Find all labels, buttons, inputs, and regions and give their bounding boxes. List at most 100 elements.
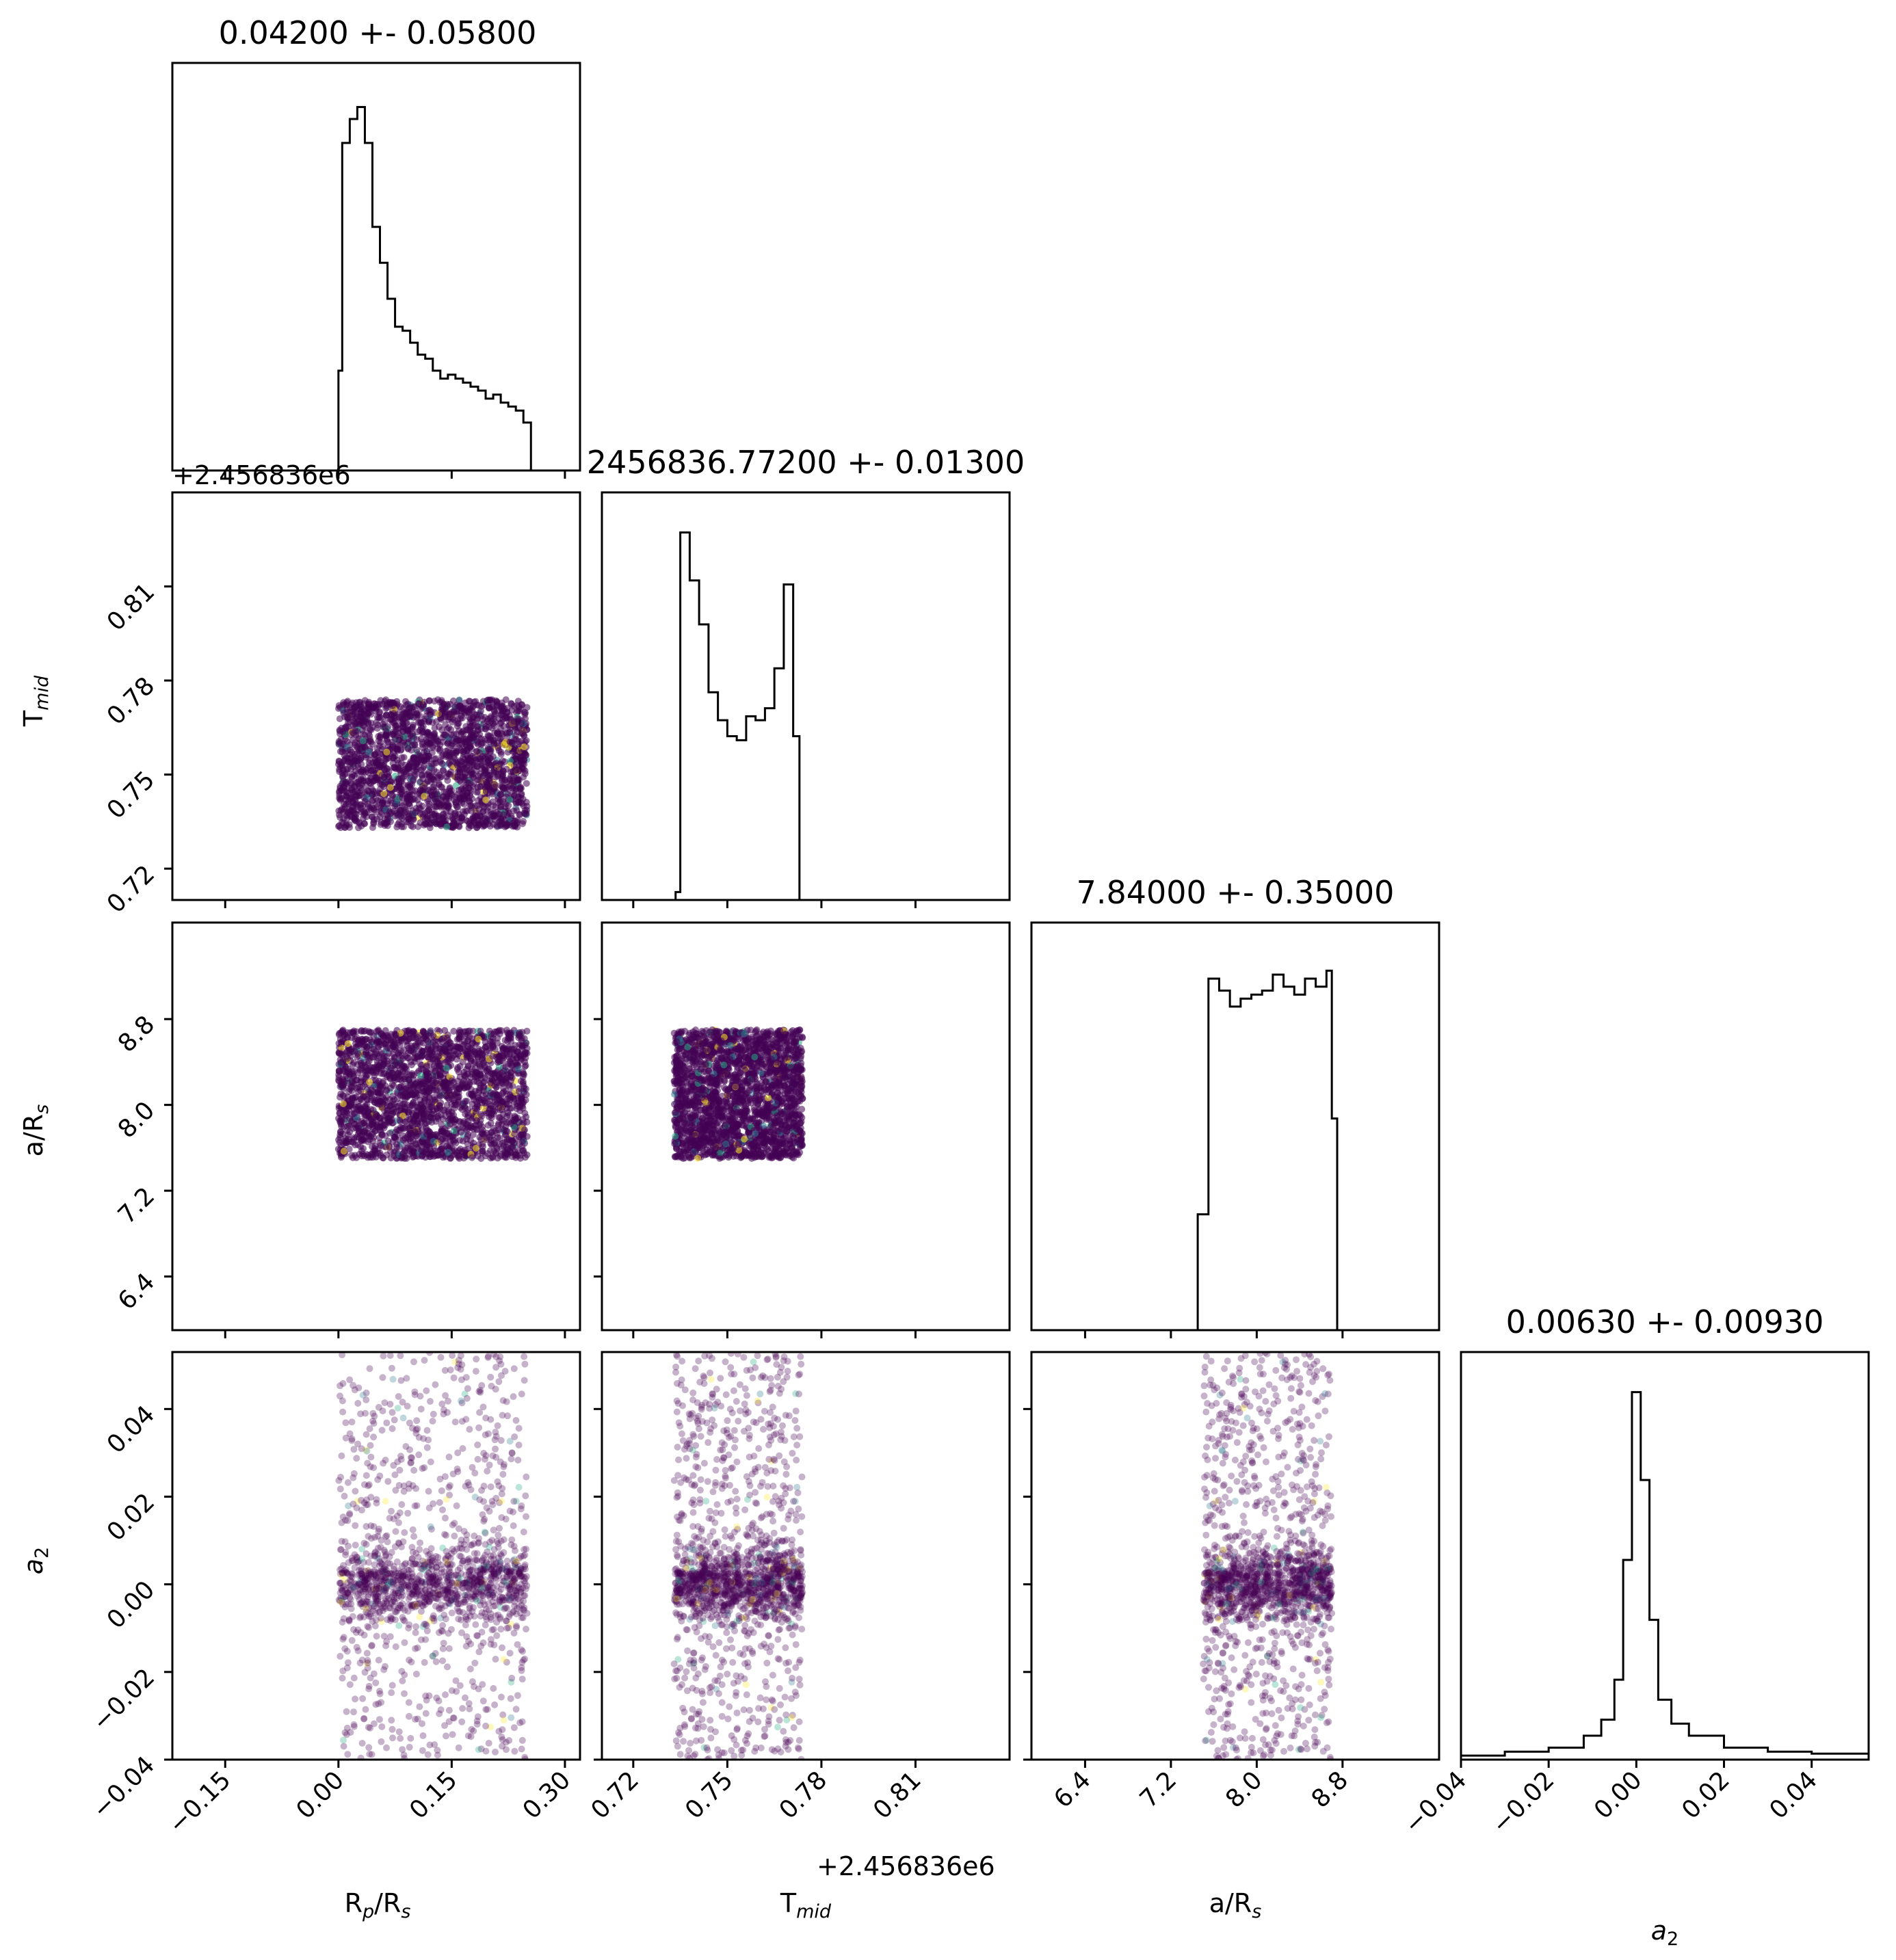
scatter-point [489,1052,497,1060]
scatter-point [392,1128,399,1136]
scatter-point [381,822,389,830]
scatter-point [382,728,390,735]
title-tmid: 2456836.77200 +- 0.01300 [587,444,1025,481]
scatter-point [473,1098,480,1105]
offset-text-top: +2.456836e6 [172,460,351,490]
scatter-point [408,1081,414,1089]
scatter-point [367,1106,375,1113]
scatter-point [480,1078,488,1085]
scatter-point [403,719,410,726]
scatter-point [408,1061,415,1069]
scatter-point [446,787,453,795]
scatter-point [419,1138,426,1145]
scatter-point [445,1094,452,1102]
scatter-point [440,767,447,774]
scatter-point [521,750,529,757]
scatter-point [461,795,469,802]
scatter-point [365,1113,372,1121]
scatter-point [405,1055,412,1062]
scatter-point [361,797,369,805]
scatter-point [457,1145,464,1153]
scatter-point [361,1122,369,1129]
scatter-point [383,1086,391,1094]
scatter-point [373,719,380,726]
scatter-point [389,1081,396,1088]
scatter-point [430,1142,438,1150]
scatter-point [352,779,360,786]
scatter-point [460,750,467,758]
scatter-point [491,1082,499,1089]
scatter-point [487,1089,495,1096]
scatter-point [465,824,473,832]
scatter-point [433,1105,440,1113]
scatter-point [359,737,367,745]
scatter-point [490,741,498,748]
scatter-point [404,728,412,735]
scatter-point [359,730,367,738]
scatter-point [355,1088,363,1096]
scatter-point [416,712,423,719]
scatter-point [451,703,459,711]
scatter-point [339,1091,347,1099]
scatter-point [462,1124,469,1132]
scatter-point [342,796,350,804]
scatter-point [372,1076,380,1084]
scatter-point [499,1098,507,1106]
scatter-point [464,780,471,786]
scatter-point [492,1149,500,1156]
scatter-point [503,1048,510,1055]
scatter-point [407,1130,414,1137]
scatter-point [341,823,349,831]
scatter-point [398,754,406,761]
scatter-point [394,1062,401,1070]
scatter-point [345,1047,352,1055]
scatter-point [454,1064,462,1071]
scatter-point [482,796,490,804]
scatter-point [465,698,473,705]
scatter-point [437,1099,445,1107]
scatter-point [409,795,417,803]
scatter-point [336,789,343,796]
scatter-point [389,741,396,749]
scatter-point [375,1089,382,1096]
scatter-point [375,732,382,740]
scatter-point [418,1081,425,1089]
scatter-point [348,786,356,794]
scatter-point [368,797,376,805]
scatter-point [337,1142,345,1149]
scatter-point [350,1139,357,1146]
panel-content [670,1026,806,1162]
scatter-point [354,770,361,778]
scatter-point [399,1132,407,1139]
scatter-point [436,723,443,730]
scatter-point [422,1035,430,1043]
scatter-point [413,746,421,754]
scatter-point [402,1037,410,1045]
scatter-point [389,699,397,706]
scatter-point [431,798,438,806]
scatter-point [521,806,529,814]
scatter-point [456,823,463,830]
scatter-point [437,1072,444,1079]
scatter-point [395,1051,403,1059]
scatter-point [363,754,370,761]
scatter-point [438,705,445,713]
scatter-point [340,1123,347,1130]
scatter-point [454,1077,462,1085]
title-rp-rs: 0.04200 +- 0.05800 [219,14,537,51]
scatter-point [335,760,342,768]
scatter-point [456,793,464,801]
scatter-point [484,715,492,723]
scatter-point [428,808,436,816]
scatter-point [390,749,397,756]
scatter-point [480,1083,488,1090]
scatter-point [508,1069,514,1076]
scatter-point [469,1131,477,1139]
scatter-point [363,1043,371,1050]
scatter-point [444,702,451,709]
scatter-point [463,766,470,773]
scatter-point [425,803,433,810]
scatter-point [344,1040,352,1047]
scatter-point [379,1123,386,1130]
